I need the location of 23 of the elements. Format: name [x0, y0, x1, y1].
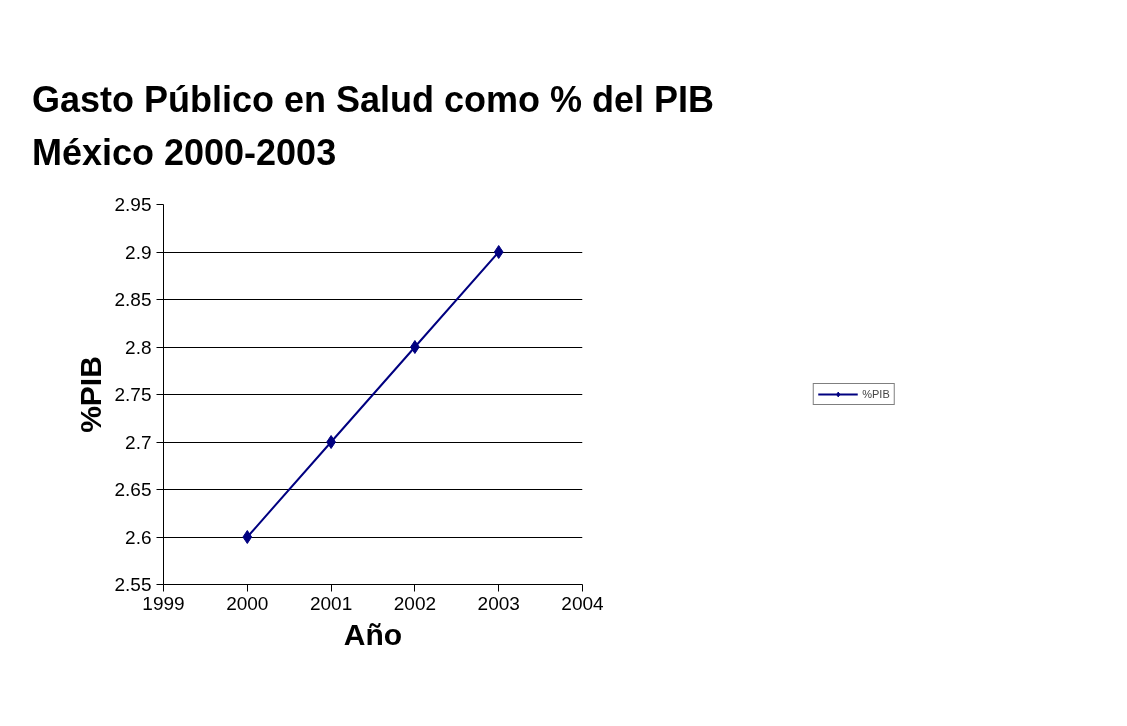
y-axis-title: %PIB	[73, 356, 107, 433]
y-tick-label: 2.75	[114, 384, 152, 405]
legend-label: %PIB	[862, 388, 890, 400]
point	[242, 530, 253, 544]
point	[493, 245, 504, 259]
y-tick-label: 2.9	[125, 241, 152, 263]
y-tick-label: 2.85	[114, 289, 152, 310]
x-tick-label: 1999	[142, 592, 185, 614]
y-tick-label: 2.95	[114, 194, 152, 215]
point	[326, 435, 336, 449]
x-axis-title: Año	[343, 617, 403, 651]
point	[410, 340, 420, 354]
y-tick-label: 2.65	[114, 479, 152, 500]
x-tick-label: 2003	[477, 592, 520, 614]
chart-title: Gasto Público en Salud como % del PIB México 2000-2003	[31, 79, 715, 174]
x-tick-label: 2004	[561, 592, 605, 614]
x-tick-label: 2000	[226, 592, 269, 614]
y-tick-label: 2.7	[125, 431, 152, 453]
y-tick-label: 2.8	[125, 336, 152, 358]
y-tick-label: 2.55	[114, 574, 152, 595]
y-tick-label: 2.6	[125, 526, 152, 548]
x-tick-label: 2001	[309, 592, 353, 614]
x-tick-label: 2002	[393, 592, 437, 614]
